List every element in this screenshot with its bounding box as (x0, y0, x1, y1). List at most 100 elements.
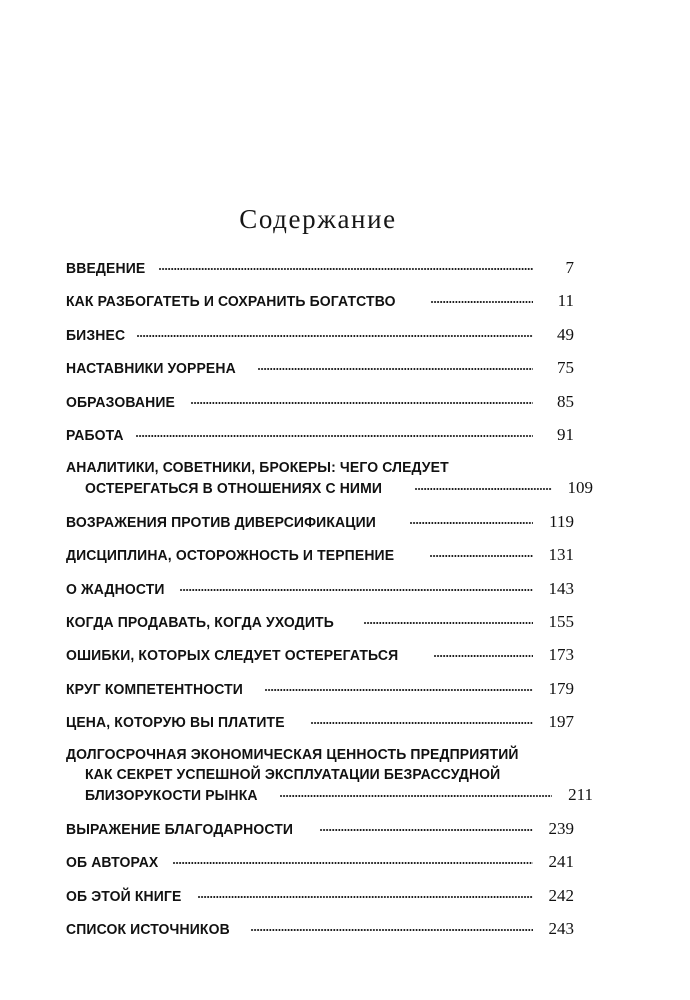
toc-entry-title: СПИСОК ИСТОЧНИКОВ (66, 921, 230, 939)
toc-entry-line: БЛИЗОРУКОСТИ РЫНКА 211 (66, 785, 593, 806)
toc-entry[interactable]: О ЖАДНОСТИ 143 (66, 579, 574, 600)
toc-entry-line: КРУГ КОМПЕТЕНТНОСТИ 179 (66, 679, 574, 700)
toc-page-number: 131 (548, 545, 575, 565)
toc-page-number: 109 (567, 478, 594, 498)
toc-entry-title: ЦЕНА, КОТОРУЮ ВЫ ПЛАТИТЕ (66, 714, 285, 732)
toc-entry-title: РАБОТА (66, 426, 124, 444)
toc-page-number: 173 (548, 645, 575, 665)
dot-leader (265, 680, 533, 694)
dot-leader (434, 646, 533, 660)
toc-entry[interactable]: ВВЕДЕНИЕ 7 (66, 258, 574, 279)
toc-entry-title: ДИСЦИПЛИНА, ОСТОРОЖНОСТЬ И ТЕРПЕНИЕ (66, 547, 395, 565)
toc-entry[interactable]: ОБ ЭТОЙ КНИГЕ 242 (66, 886, 574, 907)
toc-entry-line: БИЗНЕС 49 (66, 325, 574, 346)
toc-page-number: 197 (548, 712, 575, 732)
toc-entry[interactable]: РАБОТА 91 (66, 425, 574, 446)
toc-entry-line: НАСТАВНИКИ УОРРЕНА 75 (66, 358, 574, 379)
toc-page-number: 179 (548, 678, 575, 698)
dot-leader (198, 887, 533, 901)
toc-entry-title: О ЖАДНОСТИ (66, 580, 165, 598)
dot-leader (409, 513, 533, 527)
dot-leader (414, 479, 552, 493)
toc-entry-title: ВОЗРАЖЕНИЯ ПРОТИВ ДИВЕРСИФИКАЦИИ (66, 513, 376, 531)
toc-entry-title: АНАЛИТИКИ, СОВЕТНИКИ, БРОКЕРЫ: ЧЕГО СЛЕД… (66, 459, 449, 477)
toc-entry-line: ОБ АВТОРАХ 241 (66, 852, 574, 873)
toc-entry-line: ВЫРАЖЕНИЕ БЛАГОДАРНОСТИ 239 (66, 819, 574, 840)
toc-entry[interactable]: ВОЗРАЖЕНИЯ ПРОТИВ ДИВЕРСИФИКАЦИИ 119 (66, 512, 574, 533)
toc-entry-line: СПИСОК ИСТОЧНИКОВ 243 (66, 919, 574, 940)
toc-entry[interactable]: ДИСЦИПЛИНА, ОСТОРОЖНОСТЬ И ТЕРПЕНИЕ 131 (66, 545, 574, 566)
dot-leader (135, 426, 533, 440)
dot-leader (431, 292, 533, 306)
toc-entry-line: О ЖАДНОСТИ 143 (66, 579, 574, 600)
dot-leader (429, 546, 533, 560)
toc-entry-line: ОБРАЗОВАНИЕ 85 (66, 392, 574, 413)
toc-entry[interactable]: СПИСОК ИСТОЧНИКОВ 243 (66, 919, 574, 940)
toc-page-number: 155 (548, 611, 575, 631)
dot-leader (364, 613, 533, 627)
dot-leader (279, 786, 552, 800)
toc-entry-title: КАК СЕКРЕТ УСПЕШНОЙ ЭКСПЛУАТАЦИИ БЕЗРАСС… (85, 766, 501, 784)
toc-page-number: 49 (557, 324, 574, 344)
toc-entry-title: БИЗНЕС (66, 326, 126, 344)
toc-entry-title: КОГДА ПРОДАВАТЬ, КОГДА УХОДИТЬ (66, 613, 334, 631)
toc-entry-line: ВОЗРАЖЕНИЯ ПРОТИВ ДИВЕРСИФИКАЦИИ 119 (66, 512, 574, 533)
dot-leader (137, 326, 533, 340)
toc-entry-title: ОБ ЭТОЙ КНИГЕ (66, 887, 182, 905)
toc-entry-title: ВЫРАЖЕНИЕ БЛАГОДАРНОСТИ (66, 820, 294, 838)
toc-page-number: 243 (548, 919, 575, 939)
toc-entry-line: ДИСЦИПЛИНА, ОСТОРОЖНОСТЬ И ТЕРПЕНИЕ 131 (66, 545, 574, 566)
dot-leader (191, 393, 533, 407)
toc-entry-title: ДОЛГОСРОЧНАЯ ЭКОНОМИЧЕСКАЯ ЦЕННОСТЬ ПРЕД… (66, 746, 519, 764)
toc-entry-title: ОБРАЗОВАНИЕ (66, 393, 175, 411)
toc-entry-title: ОШИБКИ, КОТОРЫХ СЛЕДУЕТ ОСТЕРЕГАТЬСЯ (66, 647, 399, 665)
toc-entry[interactable]: КОГДА ПРОДАВАТЬ, КОГДА УХОДИТЬ 155 (66, 612, 574, 633)
toc-entry-title: ВВЕДЕНИЕ (66, 260, 146, 277)
toc-entry-line: АНАЛИТИКИ, СОВЕТНИКИ, БРОКЕРЫ: ЧЕГО СЛЕД… (66, 458, 574, 478)
toc-entry[interactable]: НАСТАВНИКИ УОРРЕНА 75 (66, 358, 574, 379)
toc-entry-title: КАК РАЗБОГАТЕТЬ И СОХРАНИТЬ БОГАТСТВО (66, 293, 396, 311)
toc-page-number: 91 (557, 424, 574, 444)
toc-page-number: 211 (568, 785, 593, 805)
toc-entry[interactable]: КАК РАЗБОГАТЕТЬ И СОХРАНИТЬ БОГАТСТВО 11 (66, 291, 574, 312)
toc-entry[interactable]: ДОЛГОСРОЧНАЯ ЭКОНОМИЧЕСКАЯ ЦЕННОСТЬ ПРЕД… (66, 745, 593, 806)
toc-page-number: 119 (549, 511, 574, 531)
toc-entry-title: БЛИЗОРУКОСТИ РЫНКА (85, 787, 258, 805)
toc-list: ВВЕДЕНИЕ 7 КАК РАЗБОГАТЕТЬ И СОХРАНИТЬ БОГ… (66, 258, 593, 952)
toc-entry[interactable]: ОБРАЗОВАНИЕ 85 (66, 392, 574, 413)
toc-entry-line: РАБОТА 91 (66, 425, 574, 446)
toc-page-number: 241 (548, 852, 575, 872)
dot-leader (159, 259, 533, 273)
toc-entry-line: ВВЕДЕНИЕ 7 (66, 258, 574, 279)
toc-page-number: 11 (557, 291, 574, 311)
dot-leader (251, 920, 533, 934)
toc-entry-title: КРУГ КОМПЕТЕНТНОСТИ (66, 680, 243, 698)
toc-page-number: 75 (557, 358, 574, 378)
toc-entry-title: ОБ АВТОРАХ (66, 854, 159, 872)
toc-entry-line: КОГДА ПРОДАВАТЬ, КОГДА УХОДИТЬ 155 (66, 612, 574, 633)
toc-entry[interactable]: ЦЕНА, КОТОРУЮ ВЫ ПЛАТИТЕ 197 (66, 712, 574, 733)
toc-entry[interactable]: ВЫРАЖЕНИЕ БЛАГОДАРНОСТИ 239 (66, 819, 574, 840)
toc-entry[interactable]: БИЗНЕС 49 (66, 325, 574, 346)
toc-entry-title: НАСТАВНИКИ УОРРЕНА (66, 360, 236, 378)
dot-leader (310, 713, 533, 727)
dot-leader (319, 820, 533, 834)
toc-page-number: 143 (548, 578, 575, 598)
toc-entry[interactable]: ОБ АВТОРАХ 241 (66, 852, 574, 873)
page-title: Содержание (239, 204, 397, 234)
toc-page-number: 242 (548, 885, 575, 905)
toc-entry-title: ОСТЕРЕГАТЬСЯ В ОТНОШЕНИЯХ С НИМИ (85, 480, 383, 498)
toc-entry[interactable]: ОШИБКИ, КОТОРЫХ СЛЕДУЕТ ОСТЕРЕГАТЬСЯ 173 (66, 645, 574, 666)
toc-page-number: 85 (557, 391, 574, 411)
toc-entry-line: ОСТЕРЕГАТЬСЯ В ОТНОШЕНИЯХ С НИМИ 109 (66, 478, 593, 499)
toc-entry-line: ДОЛГОСРОЧНАЯ ЭКОНОМИЧЕСКАЯ ЦЕННОСТЬ ПРЕД… (66, 745, 574, 765)
toc-entry-line: ЦЕНА, КОТОРУЮ ВЫ ПЛАТИТЕ 197 (66, 712, 574, 733)
toc-entry-line: ОБ ЭТОЙ КНИГЕ 242 (66, 886, 574, 907)
toc-entry[interactable]: АНАЛИТИКИ, СОВЕТНИКИ, БРОКЕРЫ: ЧЕГО СЛЕД… (66, 458, 593, 499)
toc-entry-line: КАК РАЗБОГАТЕТЬ И СОХРАНИТЬ БОГАТСТВО 11 (66, 291, 574, 312)
toc-entry[interactable]: КРУГ КОМПЕТЕНТНОСТИ 179 (66, 679, 574, 700)
dot-leader (180, 580, 533, 594)
dot-leader (257, 359, 533, 373)
toc-entry-line: КАК СЕКРЕТ УСПЕШНОЙ ЭКСПЛУАТАЦИИ БЕЗРАСС… (66, 765, 593, 785)
